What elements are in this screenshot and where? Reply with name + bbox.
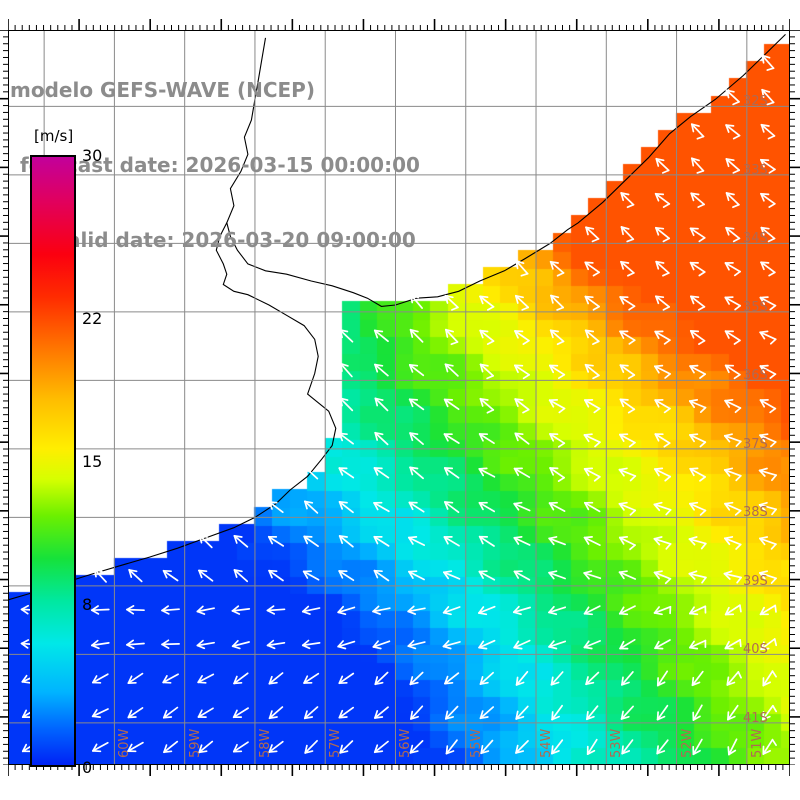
ruler-left: [0, 30, 8, 765]
colorbar: [m/s] 30 22 15 8 0: [30, 127, 102, 777]
latitude-label-36S: 36S: [743, 368, 768, 384]
colorbar-tick-15: 15: [82, 452, 103, 471]
latitude-label-40S: 40S: [743, 642, 768, 658]
longitude-label-56W: 56W: [398, 728, 414, 758]
longitude-label-58W: 58W: [257, 728, 273, 758]
ruler-bottom: [8, 765, 790, 776]
latitude-label-32S: 32S: [743, 94, 768, 110]
colorbar-tick-0: 0: [82, 758, 93, 777]
longitude-label-59W: 59W: [187, 728, 203, 758]
latitude-label-39S: 39S: [743, 573, 768, 589]
latitude-label-35S: 35S: [743, 299, 768, 315]
longitude-label-55W: 55W: [468, 728, 484, 758]
latitude-label-33S: 33S: [743, 162, 768, 178]
latitude-label-37S: 37S: [743, 436, 768, 452]
longitude-label-51W: 51W: [749, 728, 765, 758]
latitude-label-38S: 38S: [743, 505, 768, 521]
model-title: modelo GEFS-WAVE (NCEP): [10, 78, 315, 102]
longitude-label-52W: 52W: [679, 728, 695, 758]
longitude-label-54W: 54W: [539, 728, 555, 758]
ruler-right: [790, 30, 800, 765]
colorbar-gradient: [30, 155, 76, 767]
colorbar-tick-30: 30: [82, 146, 103, 165]
longitude-label-60W: 60W: [117, 728, 133, 758]
latitude-label-41S: 41S: [743, 710, 768, 726]
longitude-label-57W: 57W: [328, 728, 344, 758]
latitude-label-34S: 34S: [743, 231, 768, 247]
colorbar-tick-22: 22: [82, 309, 103, 329]
colorbar-tick-8: 8: [82, 594, 93, 614]
longitude-label-53W: 53W: [609, 728, 625, 758]
ruler-top: [8, 19, 790, 30]
colorbar-unit-label: [m/s]: [34, 127, 74, 145]
